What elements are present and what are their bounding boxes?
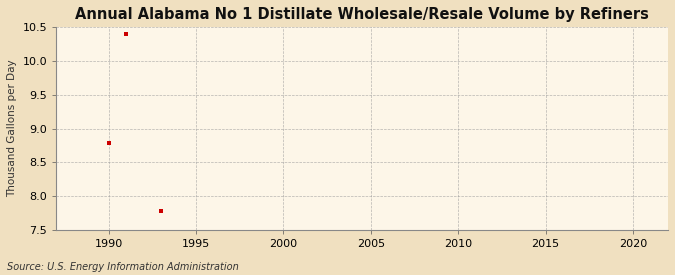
Text: Source: U.S. Energy Information Administration: Source: U.S. Energy Information Administ… <box>7 262 238 272</box>
Point <box>156 209 167 213</box>
Y-axis label: Thousand Gallons per Day: Thousand Gallons per Day <box>7 60 17 197</box>
Point <box>121 32 132 36</box>
Point <box>103 141 114 145</box>
Title: Annual Alabama No 1 Distillate Wholesale/Resale Volume by Refiners: Annual Alabama No 1 Distillate Wholesale… <box>75 7 649 22</box>
